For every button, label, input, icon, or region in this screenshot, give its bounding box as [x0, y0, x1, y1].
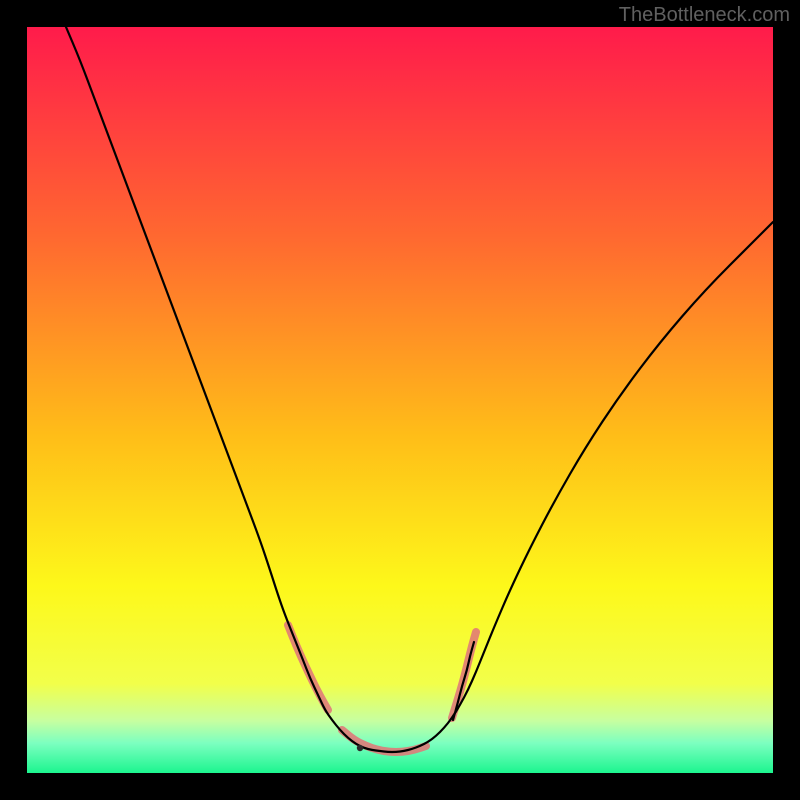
- curves-overlay: [0, 0, 800, 800]
- chart-container: TheBottleneck.com: [0, 0, 800, 800]
- watermark-text: TheBottleneck.com: [619, 4, 790, 27]
